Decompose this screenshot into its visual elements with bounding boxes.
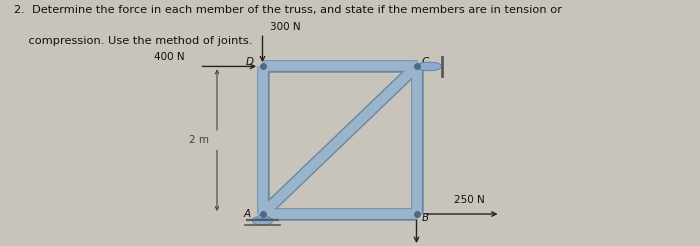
Text: A: A [244,209,251,219]
Text: 250 N: 250 N [454,196,484,205]
Text: 300 N: 300 N [270,22,300,32]
Text: 2.  Determine the force in each member of the truss, and state if the members ar: 2. Determine the force in each member of… [14,5,562,15]
Text: compression. Use the method of joints.: compression. Use the method of joints. [14,36,253,46]
Polygon shape [250,214,275,220]
Text: 2 m: 2 m [190,135,209,145]
Circle shape [253,218,272,225]
Circle shape [416,62,442,71]
Text: D: D [246,57,254,67]
Text: 400 N: 400 N [154,52,185,62]
Text: B: B [421,213,428,223]
Text: C: C [421,57,428,67]
